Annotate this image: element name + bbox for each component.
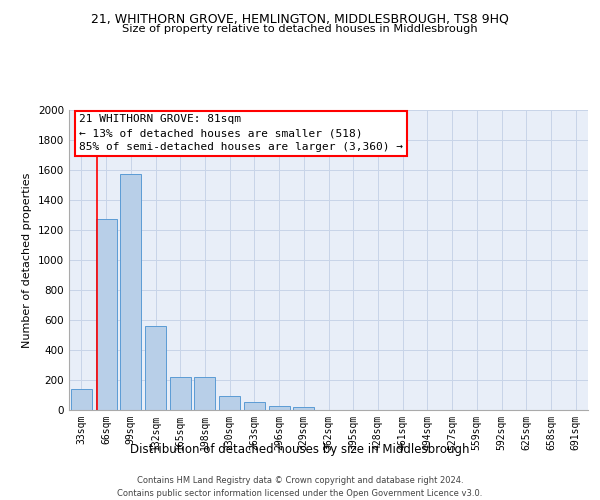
Bar: [95, 219, 116, 410]
Bar: [194, 377, 215, 410]
Bar: [293, 407, 314, 410]
Text: Contains HM Land Registry data © Crown copyright and database right 2024.
Contai: Contains HM Land Registry data © Crown c…: [118, 476, 482, 498]
Text: 21 WHITHORN GROVE: 81sqm
← 13% of detached houses are smaller (518)
85% of semi-: 21 WHITHORN GROVE: 81sqm ← 13% of detach…: [79, 114, 403, 152]
Bar: [219, 396, 240, 410]
Bar: [71, 389, 92, 410]
Text: 21, WHITHORN GROVE, HEMLINGTON, MIDDLESBROUGH, TS8 9HQ: 21, WHITHORN GROVE, HEMLINGTON, MIDDLESB…: [91, 12, 509, 26]
Y-axis label: Number of detached properties: Number of detached properties: [22, 172, 32, 348]
Text: Distribution of detached houses by size in Middlesbrough: Distribution of detached houses by size …: [130, 442, 470, 456]
Bar: [170, 377, 191, 410]
Text: Size of property relative to detached houses in Middlesbrough: Size of property relative to detached ho…: [122, 24, 478, 34]
Bar: [244, 402, 265, 410]
Bar: [145, 326, 166, 410]
Bar: [120, 174, 141, 410]
Bar: [269, 406, 290, 410]
